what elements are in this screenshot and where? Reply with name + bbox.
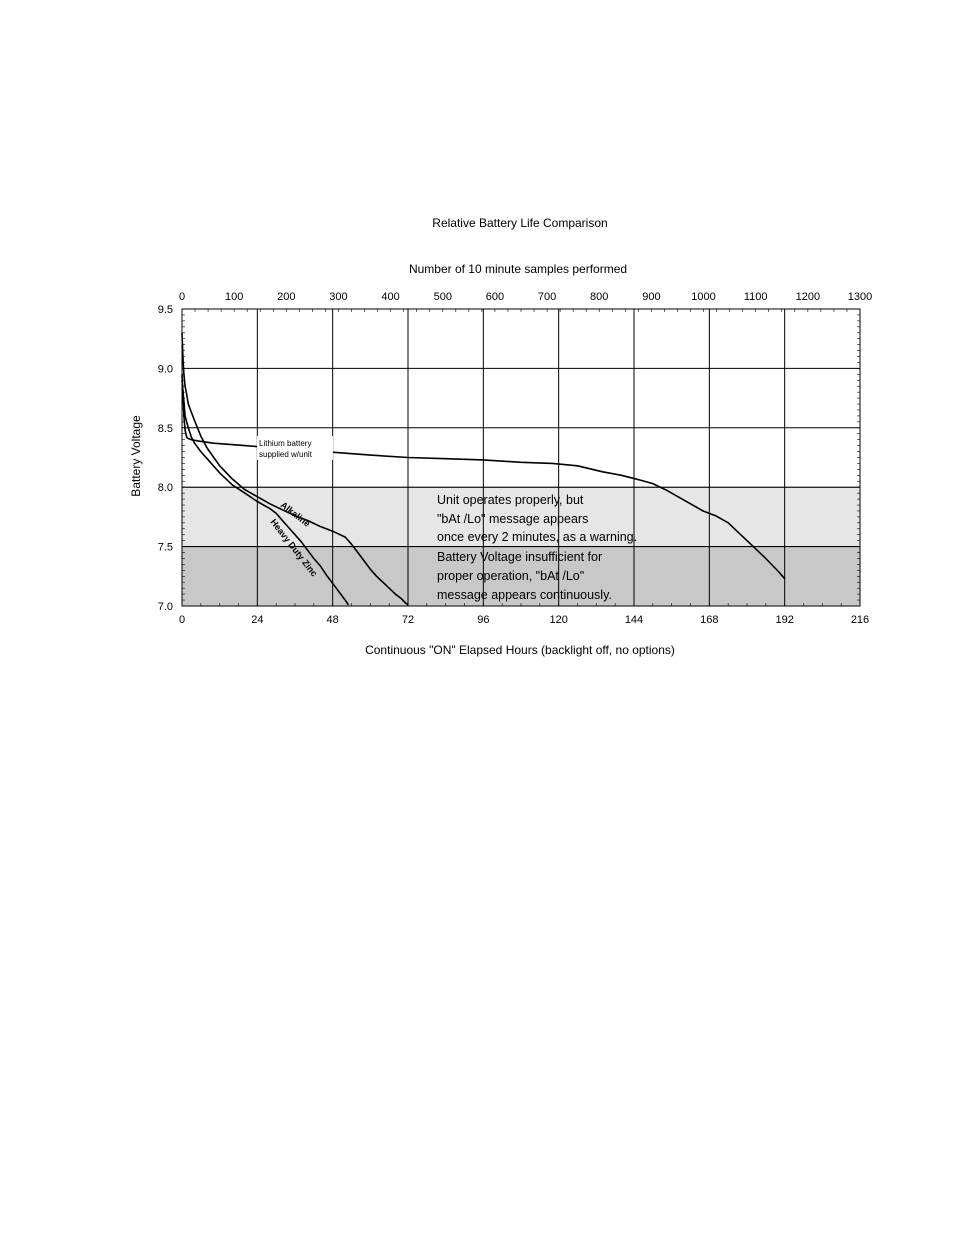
band-insufficient [181, 546, 861, 607]
x-tick-label: 216 [851, 614, 869, 626]
x2-tick-label: 600 [486, 291, 504, 303]
x2-tick-labels: 0 100 200 300 400 500 600 700 800 900 1000 1100 1200… [179, 291, 872, 303]
lithium-label-line1: Lithium battery [259, 439, 311, 448]
y-tick-labels: 7.0 7.5 8.0 8.5 9.0 9.5 [158, 304, 173, 613]
band-warning [181, 486, 861, 548]
x2-axis-label: Number of 10 minute samples performed [409, 262, 627, 276]
x2-tick-label: 800 [590, 291, 608, 303]
x-tick-label: 168 [700, 614, 718, 626]
series-line-alkaline [181, 332, 409, 606]
x-tick-labels: 0 24 48 72 96 120 144 168 192 216 [179, 614, 869, 626]
x2-tick-label: 1300 [848, 291, 872, 303]
y-axis-label: Battery Voltage [129, 415, 143, 497]
x2-tick-label: 1000 [691, 291, 715, 303]
x2-tick-label: 1100 [744, 291, 768, 303]
insufficient-note-line2: proper operation, "bAt /Lo" [437, 569, 584, 583]
x2-tick-label: 900 [642, 291, 660, 303]
x2-tick-label: 400 [381, 291, 399, 303]
x2-tick-label: 200 [277, 291, 295, 303]
y-tick-label: 9.0 [158, 363, 173, 375]
chart-title: Relative Battery Life Comparison [432, 216, 607, 230]
y-tick-label: 8.5 [158, 423, 173, 435]
lithium-label-line2: supplied w/unit [259, 450, 313, 459]
warning-note-line1: Unit operates properly, but [437, 493, 584, 507]
lithium-label-box [257, 436, 333, 460]
x2-tick-label: 500 [434, 291, 452, 303]
x2-tick-label: 700 [538, 291, 556, 303]
warning-note-line3: once every 2 minutes, as a warning. [437, 530, 637, 544]
x2-tick-label: 300 [329, 291, 347, 303]
warning-note-line2: "bAt /Lo" message appears [437, 512, 588, 526]
x-tick-label: 0 [179, 614, 185, 626]
x-tick-label: 144 [625, 614, 643, 626]
y-tick-label: 7.0 [158, 601, 173, 613]
x2-tick-label: 0 [179, 291, 185, 303]
x2-tick-label: 100 [225, 291, 243, 303]
x2-tick-label: 1200 [796, 291, 820, 303]
series-lines [181, 332, 786, 606]
series-line-lithium [181, 374, 786, 580]
series-line-heavy_duty_zinc [181, 380, 350, 606]
insufficient-note-line1: Battery Voltage insufficient for [437, 550, 602, 564]
insufficient-note-line3: message appears continuously. [437, 588, 612, 602]
x-tick-label: 48 [327, 614, 339, 626]
voltage-bands [181, 486, 861, 607]
x-tick-label: 96 [477, 614, 489, 626]
minor-ticks [181, 308, 861, 607]
y-tick-label: 7.5 [158, 542, 173, 554]
x-tick-label: 24 [251, 614, 263, 626]
x-tick-label: 72 [402, 614, 414, 626]
y-tick-label: 8.0 [158, 482, 173, 494]
x-tick-label: 192 [775, 614, 793, 626]
x-axis-label: Continuous "ON" Elapsed Hours (backlight… [365, 643, 675, 657]
y-tick-label: 9.5 [158, 304, 173, 316]
x-tick-label: 120 [549, 614, 567, 626]
